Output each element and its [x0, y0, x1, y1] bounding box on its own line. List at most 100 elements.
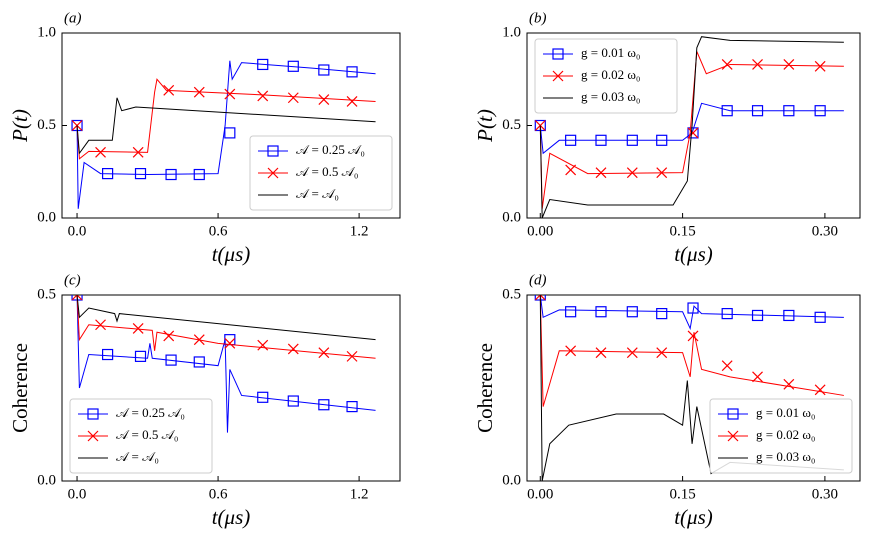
- marker: [267, 167, 279, 179]
- marker: [257, 90, 269, 102]
- marker: [727, 430, 739, 442]
- marker: [224, 337, 236, 349]
- legend-label: g = 0.02 ω₀: [756, 427, 815, 442]
- marker: [626, 306, 638, 318]
- y-tick-label: 0.5: [502, 117, 521, 133]
- marker: [687, 302, 699, 314]
- marker: [257, 58, 269, 71]
- legend-label: g = 0.03 ω₀: [756, 449, 815, 464]
- marker: [626, 167, 638, 179]
- series-line: [539, 36, 844, 218]
- y-tick-label: 0.0: [37, 472, 56, 488]
- x-tick-label: 1.2: [350, 223, 369, 239]
- marker: [783, 378, 795, 390]
- legend-label: 𝒜 = 0.5 𝒜₀: [116, 427, 178, 442]
- y-tick-label: 0.5: [502, 286, 521, 302]
- plot-area: [534, 36, 844, 218]
- marker: [595, 347, 607, 359]
- legend-label: g = 0.03 ω₀: [581, 89, 640, 104]
- axes-frame: [61, 294, 401, 482]
- marker: [783, 105, 795, 117]
- series-line: [539, 295, 844, 481]
- x-tick-label: 0.15: [669, 223, 695, 239]
- marker: [134, 168, 147, 180]
- marker: [165, 168, 177, 181]
- y-axis-label: P(t): [8, 109, 32, 143]
- y-tick-label: 0.5: [37, 286, 56, 302]
- marker: [165, 354, 177, 366]
- marker: [224, 127, 236, 139]
- series-line: [76, 295, 376, 341]
- marker: [287, 343, 299, 355]
- y-tick-label: 0.0: [502, 209, 521, 225]
- panel-label: (b): [529, 10, 547, 26]
- panel-label: (c): [64, 272, 81, 288]
- marker: [783, 59, 795, 70]
- panel: 0.0 0.6 1.2 0.0 0.5 1.0 (a) t(μs) P(t) 𝒜 = 0.25 𝒜…: [8, 10, 401, 266]
- series-line: [539, 51, 844, 209]
- x-tick-label: 0.6: [209, 486, 228, 502]
- x-tick-label: 0.6: [209, 223, 228, 239]
- marker: [193, 356, 205, 368]
- legend: g = 0.01 ω₀ g = 0.02 ω₀ g = 0.03 ω₀: [709, 398, 853, 474]
- y-axis-label: P(t): [473, 109, 497, 143]
- marker: [814, 60, 826, 72]
- marker: [257, 391, 269, 403]
- marker: [346, 96, 358, 107]
- legend: 𝒜 = 0.25 𝒜₀ 𝒜 = 0.5 𝒜₀ 𝒜 = 𝒜₀: [249, 135, 393, 211]
- marker: [534, 295, 546, 301]
- series-line: [76, 295, 376, 359]
- plot-area: [534, 295, 844, 481]
- legend-label: 𝒜 = 𝒜₀: [296, 186, 339, 201]
- marker: [71, 295, 83, 301]
- marker: [783, 309, 795, 322]
- marker: [95, 319, 106, 331]
- plot-area: [71, 58, 376, 209]
- marker: [346, 66, 358, 78]
- marker: [87, 430, 99, 442]
- marker: [687, 330, 699, 342]
- marker: [552, 48, 564, 60]
- marker: [565, 164, 577, 176]
- marker: [132, 323, 144, 334]
- series-line: [76, 295, 376, 433]
- marker: [565, 134, 577, 146]
- x-tick-label: 0.0: [68, 223, 87, 239]
- legend: 𝒜 = 0.25 𝒜₀ 𝒜 = 0.5 𝒜₀ 𝒜 = 𝒜₀: [69, 398, 213, 474]
- x-axis-label: t(μs): [212, 505, 251, 529]
- legend-label: 𝒜 = 0.5 𝒜₀: [296, 164, 358, 179]
- series-line: [539, 295, 844, 331]
- panel: 0.0 0.6 1.2 0.0 0.5 (c) t(μs) Coherence 𝒜 = 0.25…: [8, 272, 401, 529]
- legend-box: [534, 38, 678, 114]
- marker: [814, 384, 826, 396]
- marker: [267, 145, 279, 157]
- marker: [101, 168, 114, 180]
- marker: [752, 371, 763, 383]
- marker: [534, 120, 546, 131]
- marker: [656, 167, 668, 179]
- legend-label: 𝒜 = 0.25 𝒜₀: [296, 142, 365, 157]
- axes-frame: [526, 294, 861, 482]
- x-axis-label: t(μs): [674, 505, 713, 529]
- marker: [101, 348, 114, 361]
- marker: [318, 399, 330, 411]
- marker: [721, 308, 733, 320]
- marker: [814, 311, 826, 323]
- marker: [163, 330, 175, 342]
- marker: [193, 168, 205, 181]
- x-tick-label: 0.30: [812, 486, 838, 502]
- marker: [626, 134, 638, 146]
- marker: [721, 105, 733, 117]
- x-tick-label: 0.00: [527, 223, 553, 239]
- legend-label: 𝒜 = 𝒜₀: [116, 449, 159, 464]
- marker: [751, 309, 764, 322]
- marker: [318, 347, 330, 359]
- legend-box: [249, 135, 393, 211]
- marker: [193, 86, 205, 98]
- marker: [751, 105, 764, 117]
- x-tick-label: 0.00: [527, 486, 553, 502]
- marker: [287, 395, 299, 407]
- marker: [814, 105, 826, 117]
- marker: [595, 167, 607, 179]
